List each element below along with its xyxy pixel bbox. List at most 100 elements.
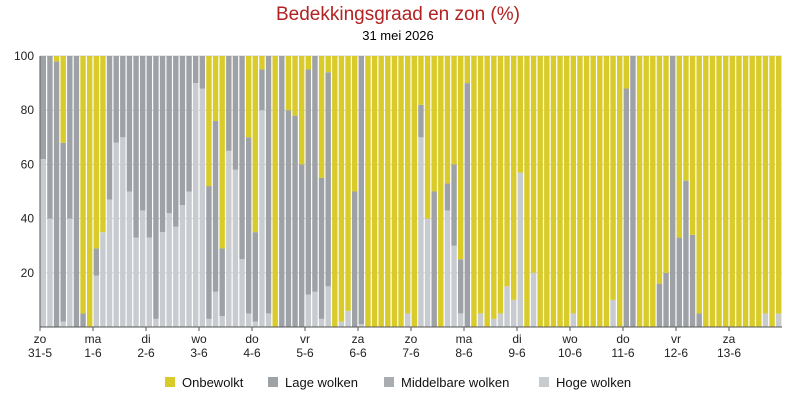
bar-stack (192, 56, 199, 327)
bar-stack (219, 56, 225, 327)
legend-label-lage-wolken: Lage wolken (285, 375, 358, 390)
bar-segment-onbewolkt (398, 56, 404, 327)
bar-stack (457, 56, 464, 327)
bar-segment-lage-wolken (444, 183, 451, 211)
bar-stack (424, 56, 431, 327)
x-tick-date-label: 3-6 (190, 346, 208, 360)
bar-segment-hoge-wolken (113, 142, 119, 327)
bar-segment-onbewolkt (444, 56, 451, 184)
bar-segment-lage-wolken (159, 56, 166, 233)
bar-segment-onbewolkt (577, 56, 583, 327)
bar-segment-hoge-wolken (252, 321, 259, 327)
bar-stack (583, 56, 590, 327)
bar-segment-onbewolkt (537, 56, 543, 327)
bar-segment-lage-wolken (312, 56, 318, 292)
bar-stack (378, 56, 384, 327)
bar-segment-hoge-wolken (338, 321, 345, 327)
bar-segment-onbewolkt (590, 56, 596, 327)
bar-segment-lage-wolken (451, 164, 457, 246)
bar-stack (775, 56, 782, 327)
bar-segment-onbewolkt (597, 56, 603, 327)
bar-segment-onbewolkt (219, 56, 225, 249)
x-tick-day-label: za (723, 332, 736, 346)
bar-stack (630, 56, 636, 327)
y-tick-label: 20 (21, 266, 35, 280)
bar-segment-onbewolkt (305, 56, 312, 70)
bar-segment-lage-wolken (663, 272, 669, 327)
bar-segment-hoge-wolken (206, 318, 212, 327)
x-tick-date-label: 12-6 (664, 346, 688, 360)
bar-segment-lage-wolken (239, 56, 245, 260)
bar-stack (338, 56, 345, 327)
bar-stack (133, 56, 139, 327)
bar-segment-hoge-wolken (265, 313, 272, 327)
bar-stack (146, 56, 153, 327)
bar-segment-hoge-wolken (146, 237, 153, 327)
bar-stack (298, 56, 305, 327)
bar-segment-lage-wolken (73, 56, 80, 327)
bar-stack (510, 56, 517, 327)
bar-stack (259, 56, 265, 327)
bar-stack (696, 56, 702, 327)
bar-segment-onbewolkt (438, 56, 444, 327)
bar-segment-hoge-wolken (120, 137, 126, 327)
bar-segment-hoge-wolken (259, 110, 265, 327)
x-tick-date-label: 10-6 (558, 346, 582, 360)
bar-stack (345, 56, 351, 327)
bar-segment-onbewolkt (742, 56, 749, 327)
bar-stack (391, 56, 398, 327)
bar-stack (703, 56, 709, 327)
x-tick-day-label: zo (405, 332, 418, 346)
bar-stack (279, 56, 285, 327)
x-tick-date-label: 31-5 (28, 346, 52, 360)
bar-segment-hoge-wolken (239, 259, 245, 327)
y-tick-label: 40 (21, 212, 35, 226)
bar-segment-onbewolkt (696, 56, 702, 314)
bar-stack (232, 56, 239, 327)
bar-segment-onbewolkt (756, 56, 762, 327)
bar-segment-onbewolkt (510, 56, 517, 300)
x-tick-date-label: 11-6 (611, 346, 634, 360)
bar-segment-lage-wolken (245, 137, 252, 314)
x-tick-day-label: di (512, 332, 521, 346)
bar-stack (47, 56, 53, 327)
bar-segment-hoge-wolken (491, 318, 497, 327)
bar-segment-hoge-wolken (192, 83, 199, 327)
x-tick-day-label: za (352, 332, 365, 346)
bar-stack (597, 56, 603, 327)
bar-segment-onbewolkt (86, 56, 93, 327)
x-tick-group: wo3-6 (190, 327, 208, 360)
bar-stack (285, 56, 292, 327)
bar-stack (517, 56, 524, 327)
bar-segment-onbewolkt (332, 56, 338, 327)
bar-segment-lage-wolken (47, 56, 53, 219)
bar-segment-lage-wolken (219, 248, 225, 317)
x-tick-group: ma8-6 (455, 327, 473, 360)
bar-stack (325, 56, 331, 327)
bar-stack (80, 56, 86, 327)
bar-stack (590, 56, 596, 327)
bar-segment-hoge-wolken (212, 291, 219, 327)
bar-segment-onbewolkt (530, 56, 537, 273)
x-tick-date-label: 5-6 (296, 346, 314, 360)
bar-stack (86, 56, 93, 327)
chart-subtitle: 31 mei 2026 (362, 28, 434, 43)
bar-segment-hoge-wolken (305, 294, 312, 327)
bar-segment-onbewolkt (650, 56, 656, 327)
bar-segment-lage-wolken (206, 186, 212, 319)
bar-segment-onbewolkt (716, 56, 722, 327)
bar-segment-onbewolkt (80, 56, 86, 314)
bar-stack (471, 56, 477, 327)
bar-stack (93, 56, 100, 327)
chart-title: Bedekkingsgraad en zon (%) (276, 4, 520, 25)
bar-segment-lage-wolken (457, 259, 464, 314)
bar-segment-onbewolkt (550, 56, 557, 327)
bar-segment-onbewolkt (749, 56, 755, 327)
legend-swatch-onbewolkt (165, 377, 175, 387)
bar-segment-hoge-wolken (100, 232, 106, 327)
